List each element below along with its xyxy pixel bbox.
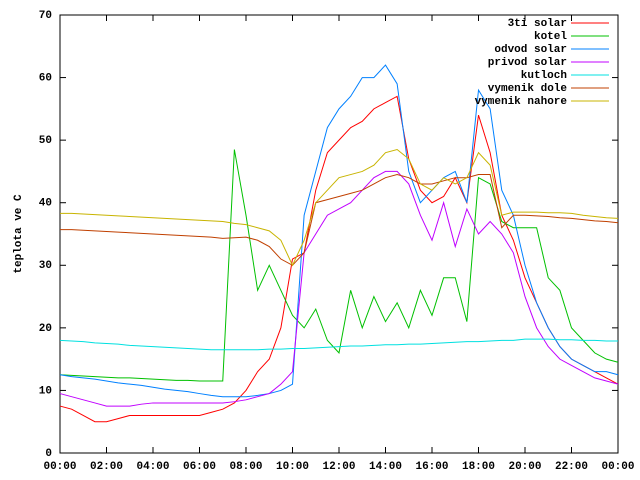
series-line xyxy=(59,170,619,407)
x-tick-label: 14:00 xyxy=(369,461,402,473)
series-line xyxy=(59,64,619,398)
x-tick-label: 00:00 xyxy=(43,461,76,473)
series-line xyxy=(59,338,618,351)
x-tick-label: 10:00 xyxy=(276,461,309,473)
y-tick-label: 60 xyxy=(39,72,52,84)
y-tick-label: 70 xyxy=(39,10,52,22)
x-tick-label: 20:00 xyxy=(508,461,541,473)
y-tick-label: 50 xyxy=(39,135,52,147)
legend-label: kutloch xyxy=(521,70,567,82)
x-tick-label: 18:00 xyxy=(462,461,495,473)
y-axis-label: teplota ve C xyxy=(13,194,25,274)
x-tick-label: 08:00 xyxy=(229,461,262,473)
series-line xyxy=(59,95,619,423)
series-line xyxy=(60,174,619,266)
legend-label: kotel xyxy=(534,31,567,43)
y-tick-label: 40 xyxy=(39,198,52,210)
series-line xyxy=(59,149,619,382)
legend-label: privod solar xyxy=(488,57,567,69)
x-tick-label: 04:00 xyxy=(136,461,169,473)
legend-label: vymenik nahore xyxy=(475,96,568,108)
y-tick-label: 30 xyxy=(39,260,52,272)
x-tick-label: 16:00 xyxy=(415,461,448,473)
legend-label: 3ti solar xyxy=(508,18,567,30)
x-tick-label: 22:00 xyxy=(555,461,588,473)
x-tick-label: 12:00 xyxy=(322,461,355,473)
series-line xyxy=(60,148,619,267)
y-tick-label: 0 xyxy=(45,448,52,460)
y-tick-label: 10 xyxy=(39,385,52,397)
x-tick-label: 02:00 xyxy=(90,461,123,473)
x-tick-label: 06:00 xyxy=(183,461,216,473)
x-tick-label: 00:00 xyxy=(601,461,634,473)
y-tick-label: 20 xyxy=(39,323,52,335)
legend-label: vymenik dole xyxy=(488,83,568,95)
legend-label: odvod solar xyxy=(494,44,567,56)
